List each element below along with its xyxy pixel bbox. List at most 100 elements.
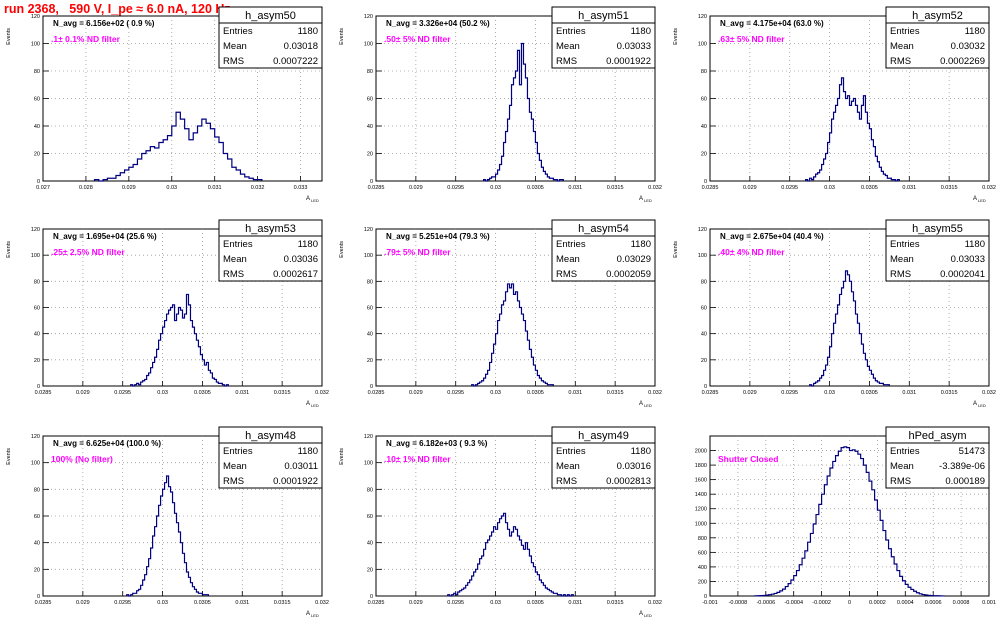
x-tick-label: 0.03 [157,390,168,396]
stats-entries-value: 1180 [298,446,318,457]
y-tick-label: 120 [364,434,373,440]
y-tick-label: 40 [34,541,40,547]
x-tick-label: 0.029 [409,390,423,396]
x-tick-label: 0.0285 [702,185,719,191]
y-tick-label: 100 [698,253,707,259]
y-tick-label: 60 [701,306,707,312]
x-tick-label: 0.032 [648,390,662,396]
y-tick-label: 1400 [695,492,707,498]
x-tick-label: 0.0285 [35,390,52,396]
y-tick-label: 100 [31,253,40,259]
y-tick-label: 100 [31,461,40,467]
stats-entries-label: Entries [890,446,920,457]
x-tick-label: 0.031 [902,185,916,191]
stats-mean-label: Mean [890,254,914,265]
y-tick-label: 40 [34,332,40,338]
x-axis-label: A [306,196,310,202]
x-tick-label: 0.03 [166,185,177,191]
x-tick-label: -0.0002 [812,600,831,606]
x-tick-label: 0.029 [409,600,423,606]
x-tick-label: 0.001 [982,600,996,606]
stats-entries-label: Entries [556,26,586,37]
stats-mean-value: 0.03033 [951,254,985,265]
x-axis-label: A [306,611,310,617]
x-tick-label: 0.0305 [194,390,211,396]
y-tick-label: 60 [701,97,707,103]
stats-rms-label: RMS [556,269,577,280]
y-tick-label: 1600 [695,478,707,484]
stats-mean-value: 0.03032 [951,41,985,52]
filter-label: .25± 2.5% ND filter [51,247,125,257]
x-axis-label-sub: LED [311,198,319,203]
y-tick-label: 400 [698,565,707,571]
x-tick-label: 0.0285 [368,600,385,606]
stats-rms-value: 0.0002269 [940,56,985,67]
x-tick-label: 0.0004 [897,600,914,606]
stats-title: h_asym50 [245,10,296,22]
x-axis-label: A [306,401,310,407]
histogram-outline [447,512,574,597]
stats-body-box [551,442,656,489]
stats-title: h_asym52 [912,10,963,22]
stats-box: h_asym55 Entries 1180 Mean 0.03033 RMS 0.00020… [885,219,990,282]
y-tick-label: 0 [370,594,373,600]
y-tick-label: 60 [34,306,40,312]
stats-entries-value: 1180 [965,239,985,250]
y-tick-label: 60 [367,514,373,520]
stats-rms-label: RMS [556,56,577,67]
x-tick-label: 0.0315 [607,185,624,191]
x-tick-label: 0.0315 [274,600,291,606]
y-axis-label: Events [339,448,345,465]
x-tick-label: 0.032 [982,390,996,396]
x-tick-label: 0.031 [568,185,582,191]
stats-title: hPed_asym [908,430,966,442]
x-tick-label: 0.0305 [861,185,878,191]
x-tick-label: 0.03 [824,390,835,396]
filter-label: .50± 5% ND filter [384,34,451,44]
y-axis-label: Events [673,28,679,45]
filter-label: Shutter Closed [718,454,778,464]
y-tick-label: 80 [34,279,40,285]
y-tick-label: 120 [31,14,40,20]
histogram-outline [483,42,564,182]
y-tick-label: 60 [34,514,40,520]
x-tick-label: 0.0315 [607,600,624,606]
x-tick-label: 0.029 [409,185,423,191]
y-axis-label: Events [6,448,12,465]
x-axis-label-sub: LED [311,403,319,408]
stats-mean-value: 0.03036 [284,254,318,265]
histogram-outline [93,111,263,182]
y-tick-label: 1000 [695,521,707,527]
y-axis-label: Events [673,241,679,258]
stats-entries-label: Entries [556,239,586,250]
stats-rms-label: RMS [890,56,911,67]
y-tick-label: 20 [34,358,40,364]
y-tick-label: 40 [701,332,707,338]
panel-hPed_asym: 0 200 400 600 800 1000 1200 1400 1600 1800 2000 -0.… [695,426,996,606]
y-tick-label: 120 [31,227,40,233]
x-tick-label: 0.0295 [114,600,131,606]
stats-body-box [885,442,990,489]
y-tick-label: 600 [698,550,707,556]
stats-mean-label: Mean [556,41,580,52]
stats-rms-label: RMS [223,476,244,487]
stats-rms-value: 0.0001922 [606,56,651,67]
stats-mean-label: Mean [556,461,580,472]
panel-h_asym54: 0 20 40 60 80 100 120 0.0285 0.029 0.0295 0.03 0.03… [339,219,662,408]
y-tick-label: 80 [367,487,373,493]
stats-rms-label: RMS [223,269,244,280]
stats-entries-value: 1180 [631,239,651,250]
x-tick-label: 0.031 [568,390,582,396]
y-tick-label: 100 [364,461,373,467]
stats-body-box [551,235,656,282]
stats-body-box [218,442,323,489]
y-tick-label: 1800 [695,463,707,469]
stats-entries-label: Entries [890,239,920,250]
x-tick-label: 0.031 [902,390,916,396]
stats-box: hPed_asym Entries 51473 Mean -3.389e-06 RMS 0.… [885,426,990,489]
stats-entries-label: Entries [223,26,253,37]
x-tick-label: 0.0305 [527,600,544,606]
stats-entries-value: 51473 [959,446,985,457]
panel-h_asym55: 0 20 40 60 80 100 120 0.0285 0.029 0.0295 0.03 0.03… [673,219,996,408]
